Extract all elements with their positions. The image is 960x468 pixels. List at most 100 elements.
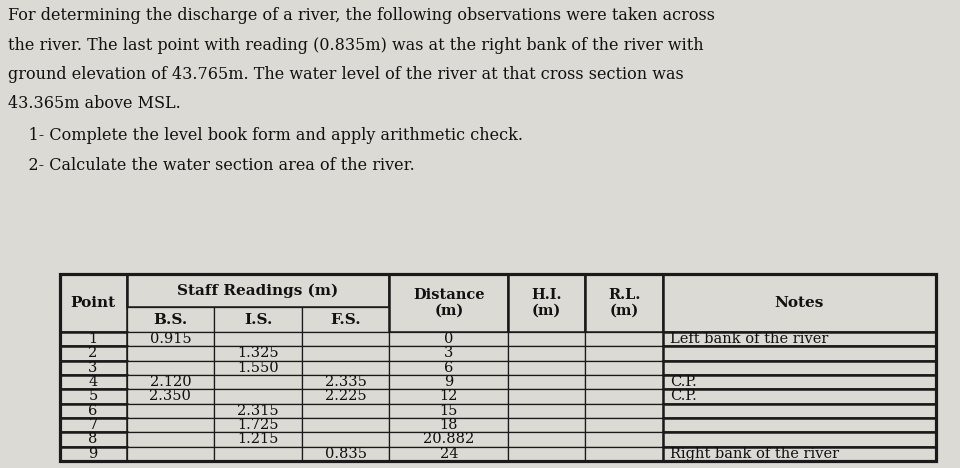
Bar — [586, 360, 662, 375]
Bar — [301, 360, 390, 375]
Bar — [214, 375, 301, 389]
Bar — [662, 432, 936, 446]
Bar — [301, 332, 390, 346]
Text: 2.350: 2.350 — [150, 389, 191, 403]
Bar — [60, 389, 127, 403]
Text: I.S.: I.S. — [244, 313, 273, 327]
Bar — [586, 332, 662, 346]
Bar — [662, 446, 936, 461]
Text: 8: 8 — [88, 432, 98, 446]
Text: ground elevation of 43.765m. The water level of the river at that cross section : ground elevation of 43.765m. The water l… — [8, 66, 684, 83]
Text: 18: 18 — [440, 418, 458, 432]
Text: Staff Readings (m): Staff Readings (m) — [178, 284, 339, 298]
Bar — [301, 432, 390, 446]
Text: 3: 3 — [88, 361, 98, 375]
Bar — [214, 332, 301, 346]
Bar — [662, 375, 936, 389]
Bar — [301, 418, 390, 432]
Bar — [127, 446, 214, 461]
Text: 1.550: 1.550 — [237, 361, 278, 375]
Bar — [127, 418, 214, 432]
Text: 7: 7 — [88, 418, 98, 432]
Bar — [301, 446, 390, 461]
Text: 0.915: 0.915 — [150, 332, 191, 346]
Bar — [301, 403, 390, 418]
Text: 3: 3 — [444, 346, 453, 360]
Bar — [508, 375, 586, 389]
Text: 2.335: 2.335 — [324, 375, 367, 389]
Bar — [508, 346, 586, 360]
Bar — [662, 360, 936, 375]
Bar — [390, 332, 508, 346]
Bar — [60, 360, 127, 375]
Bar — [390, 274, 508, 332]
Text: 24: 24 — [440, 447, 458, 461]
Text: 6: 6 — [88, 404, 98, 418]
Text: 0: 0 — [444, 332, 453, 346]
Bar — [301, 375, 390, 389]
Bar — [60, 346, 127, 360]
Bar — [662, 403, 936, 418]
Bar — [508, 360, 586, 375]
Bar — [60, 375, 127, 389]
Bar — [60, 274, 127, 332]
Bar — [214, 446, 301, 461]
Text: 9: 9 — [444, 375, 453, 389]
Text: 1.215: 1.215 — [237, 432, 278, 446]
Text: 2.315: 2.315 — [237, 404, 278, 418]
Bar — [662, 346, 936, 360]
Bar — [586, 418, 662, 432]
Bar — [127, 360, 214, 375]
Text: Distance
(m): Distance (m) — [413, 288, 485, 318]
Bar — [586, 274, 662, 332]
Bar — [214, 389, 301, 403]
Text: 43.365m above MSL.: 43.365m above MSL. — [8, 95, 180, 112]
Bar — [390, 375, 508, 389]
Bar — [662, 389, 936, 403]
Text: 2: 2 — [88, 346, 98, 360]
Bar — [390, 432, 508, 446]
Text: the river. The last point with reading (0.835m) was at the right bank of the riv: the river. The last point with reading (… — [8, 37, 704, 53]
Bar — [390, 403, 508, 418]
Bar — [508, 403, 586, 418]
Text: C.P.: C.P. — [670, 375, 697, 389]
Text: 4: 4 — [88, 375, 98, 389]
Text: For determining the discharge of a river, the following observations were taken : For determining the discharge of a river… — [8, 7, 714, 24]
Bar — [508, 418, 586, 432]
Bar — [586, 346, 662, 360]
Bar — [214, 346, 301, 360]
Text: 0.835: 0.835 — [324, 447, 367, 461]
Text: 12: 12 — [440, 389, 458, 403]
Bar — [214, 432, 301, 446]
Text: H.I.
(m): H.I. (m) — [532, 288, 562, 318]
Text: 6: 6 — [444, 361, 453, 375]
Bar — [586, 403, 662, 418]
Bar — [390, 418, 508, 432]
Bar — [60, 446, 127, 461]
Text: 2.225: 2.225 — [324, 389, 367, 403]
Bar — [60, 403, 127, 418]
Bar — [508, 389, 586, 403]
Bar — [390, 389, 508, 403]
Bar — [301, 389, 390, 403]
Bar — [508, 332, 586, 346]
Bar — [301, 307, 390, 332]
Bar — [127, 346, 214, 360]
Text: 1: 1 — [88, 332, 98, 346]
Text: Notes: Notes — [775, 296, 824, 310]
Bar — [662, 274, 936, 332]
Bar — [301, 346, 390, 360]
Bar — [127, 274, 390, 307]
Bar — [586, 432, 662, 446]
Bar — [127, 332, 214, 346]
Text: R.L.
(m): R.L. (m) — [608, 288, 640, 318]
Bar — [127, 432, 214, 446]
Text: 9: 9 — [88, 447, 98, 461]
Bar — [508, 446, 586, 461]
Bar — [662, 332, 936, 346]
Bar — [390, 446, 508, 461]
Text: Left bank of the river: Left bank of the river — [670, 332, 828, 346]
Bar — [586, 446, 662, 461]
Bar — [127, 389, 214, 403]
Text: F.S.: F.S. — [330, 313, 361, 327]
